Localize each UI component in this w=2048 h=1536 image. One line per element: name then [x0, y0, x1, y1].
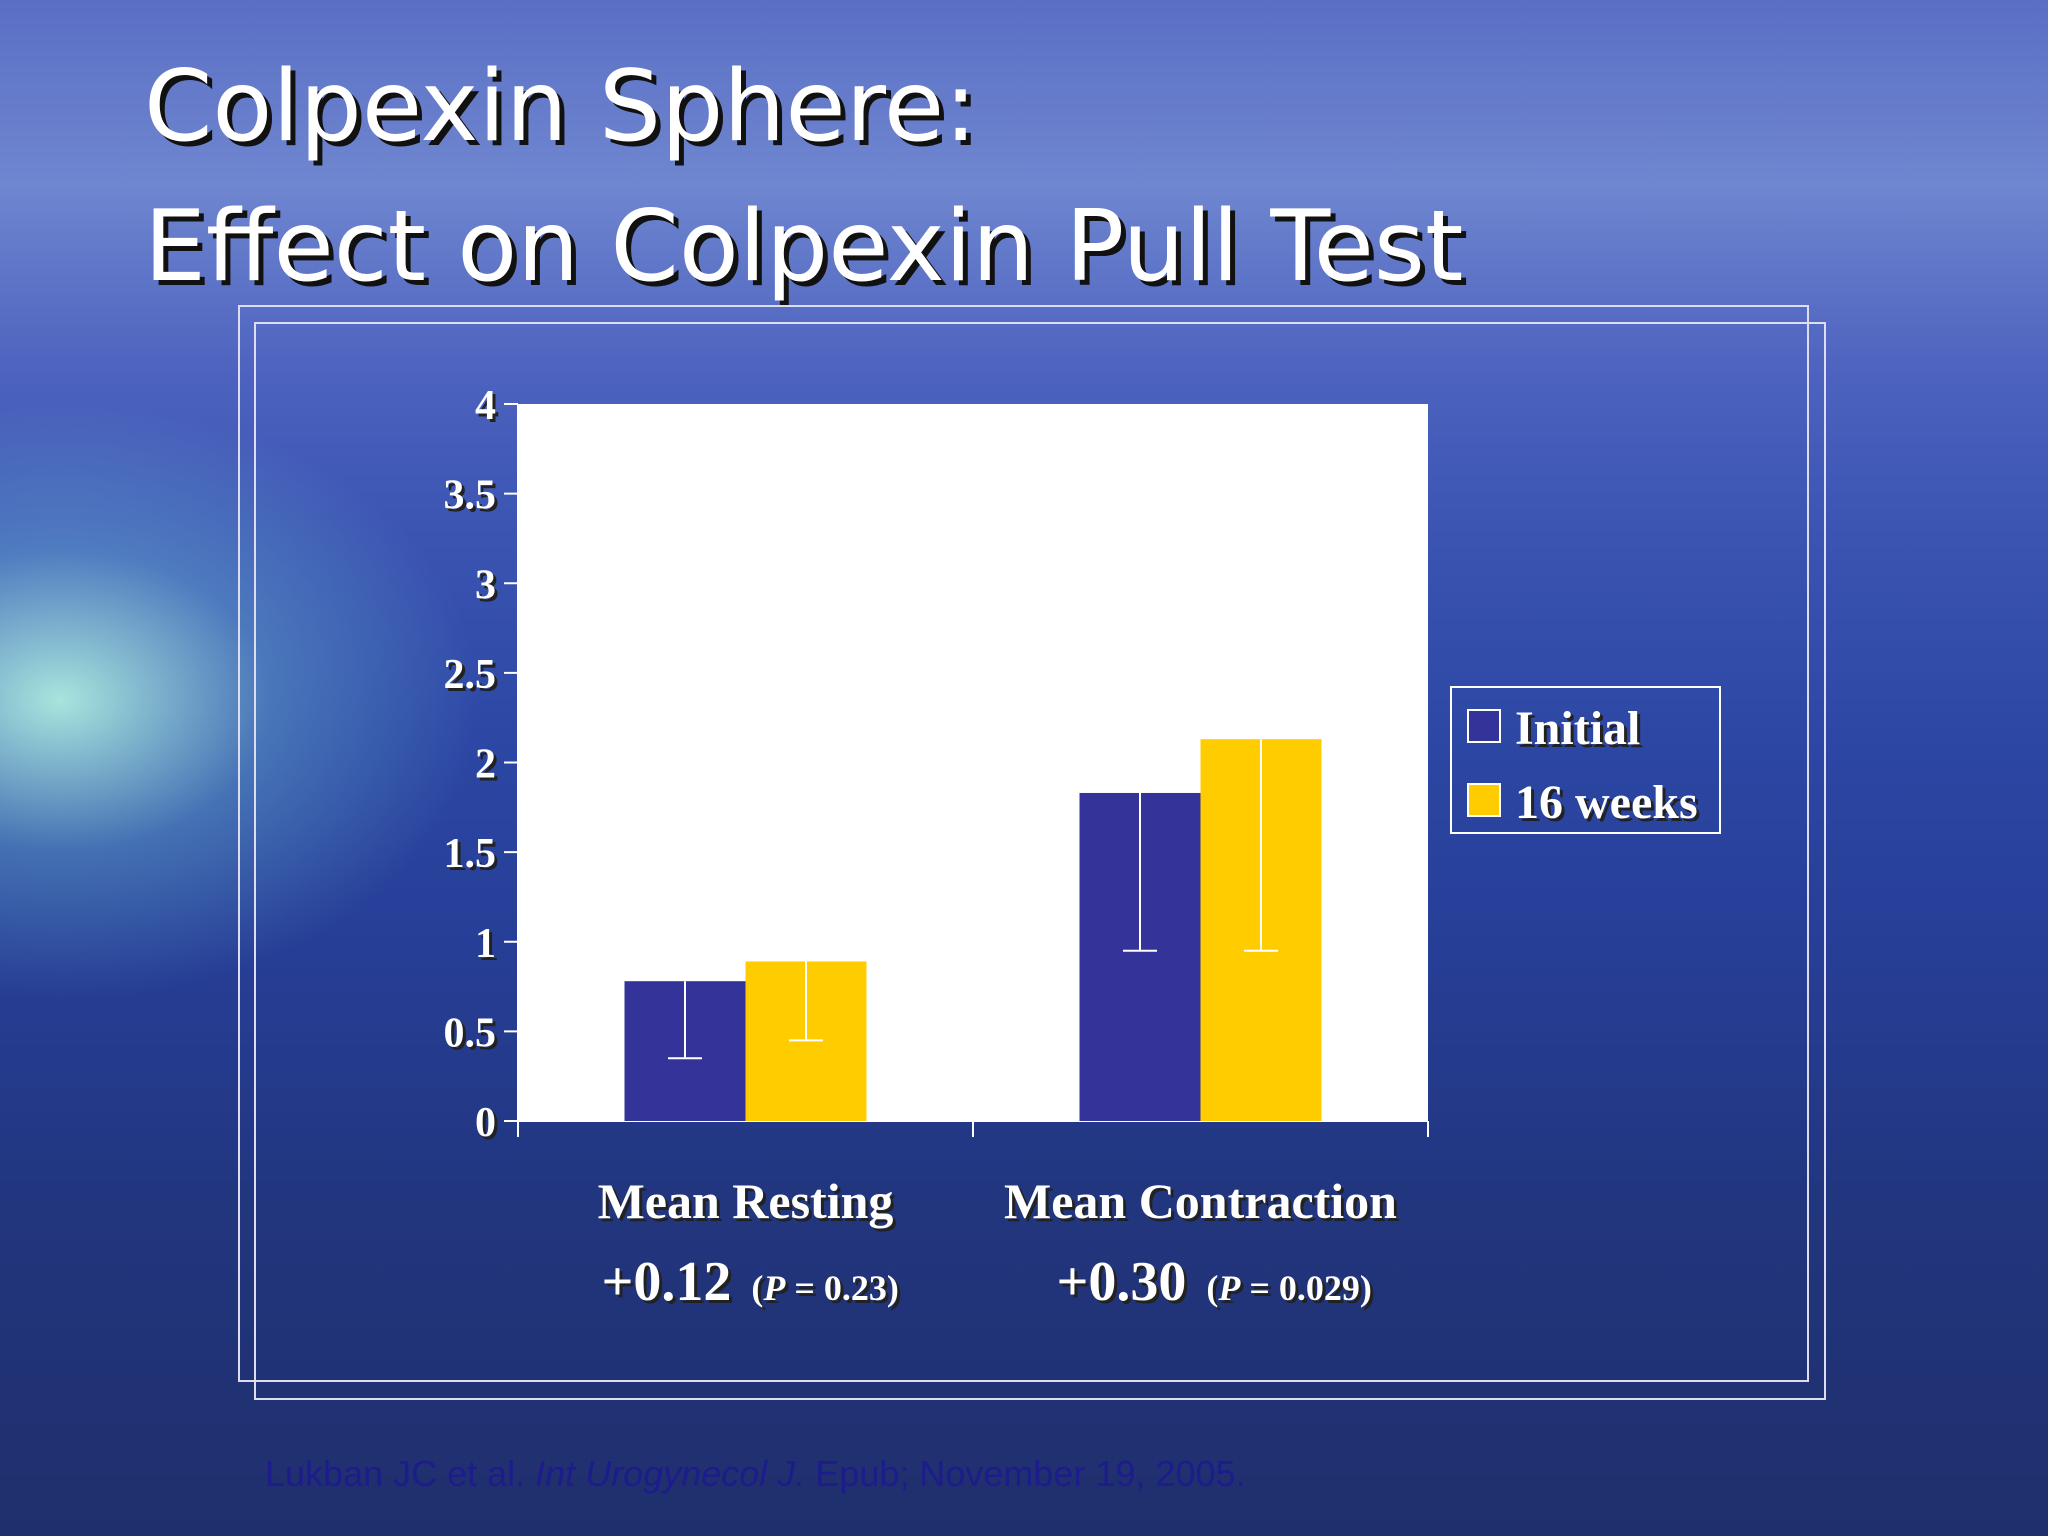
citation-part: Int Urogynecol J.	[535, 1453, 805, 1494]
stat: P	[762, 1268, 786, 1308]
y-tick-label: 0.5	[444, 1010, 497, 1056]
stat: P	[1217, 1268, 1241, 1308]
legend-swatch	[1467, 783, 1501, 817]
change: +0.30	[1057, 1251, 1187, 1313]
x-tick-label: Mean Contraction	[1004, 1173, 1397, 1229]
y-tick-label: 4	[475, 383, 496, 429]
citation-part: Epub; November 19, 2005.	[805, 1453, 1245, 1494]
error-bar	[1244, 739, 1278, 952]
x-tick-label: Mean Resting	[598, 1173, 894, 1229]
citation: Lukban JC et al. Int Urogynecol J. Epub;…	[265, 1453, 1246, 1494]
frame	[238, 305, 1809, 1382]
change: +0.12	[602, 1251, 732, 1313]
error-bar	[789, 961, 823, 1042]
legend-label: 16 weeks	[1515, 776, 1698, 829]
error-bar	[668, 981, 702, 1060]
stat: = 0.029)	[1240, 1268, 1372, 1308]
stat: (	[1206, 1268, 1218, 1308]
y-tick-label: 1.5	[444, 831, 497, 877]
title-line: Effect on Colpexin Pull Test	[144, 190, 1463, 304]
y-tick-label: 1	[475, 921, 496, 967]
stat: (	[751, 1268, 763, 1308]
y-tick-label: 3.5	[444, 473, 497, 519]
y-tick-label: 0	[475, 1100, 496, 1146]
legend-label: Initial	[1515, 702, 1640, 755]
y-tick-label: 2.5	[444, 652, 497, 698]
legend-box	[1450, 686, 1721, 834]
annotation: +0.12 (P = 0.23)	[602, 1251, 899, 1313]
citation-part: Lukban JC et al.	[265, 1453, 535, 1494]
annotation: +0.30 (P = 0.029)	[1057, 1251, 1372, 1313]
title-line: Colpexin Sphere:	[144, 50, 977, 164]
frame	[254, 322, 1826, 1400]
y-tick-label: 2	[475, 742, 496, 788]
stat: = 0.23)	[785, 1268, 899, 1308]
error-bar	[1123, 792, 1157, 952]
legend-swatch	[1467, 709, 1501, 743]
y-tick-label: 3	[475, 562, 496, 608]
